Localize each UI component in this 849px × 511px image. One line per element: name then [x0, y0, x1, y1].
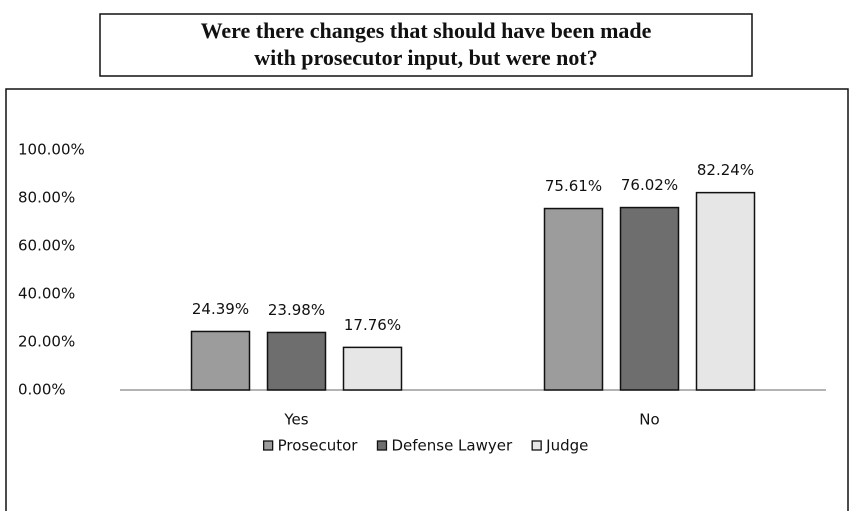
bar: [190, 330, 251, 391]
bar: [342, 346, 403, 391]
legend-marker: [531, 440, 542, 451]
title-box: [99, 13, 753, 77]
chart-title: Were there changes that should have been…: [201, 18, 652, 43]
chart-title: with prosecutor input, but were not?: [254, 45, 597, 70]
chart-frame: [5, 88, 849, 511]
y-tick-label: 40.00%: [18, 285, 75, 303]
bar: [695, 191, 756, 391]
bar: [266, 331, 327, 391]
y-tick-label: 0.00%: [18, 381, 66, 399]
value-label: 17.76%: [344, 316, 401, 334]
x-tick-label: Yes: [283, 411, 308, 429]
legend-marker: [262, 440, 274, 451]
value-label: 76.02%: [621, 176, 678, 194]
value-label: 24.39%: [192, 300, 249, 318]
bar: [619, 206, 680, 391]
y-tick-label: 60.00%: [18, 237, 75, 255]
y-tick-label: 20.00%: [18, 333, 75, 351]
value-label: 23.98%: [268, 301, 325, 319]
legend-marker: [376, 440, 388, 451]
legend-label: Defense Lawyer: [391, 437, 513, 455]
value-label: 75.61%: [545, 177, 602, 195]
legend-label: Prosecutor: [278, 437, 359, 455]
x-tick-label: No: [639, 411, 659, 429]
bar: [543, 207, 604, 391]
legend-label: Judge: [545, 437, 588, 455]
y-tick-label: 80.00%: [18, 189, 75, 207]
value-label: 82.24%: [697, 161, 754, 179]
y-tick-label: 100.00%: [18, 141, 85, 159]
